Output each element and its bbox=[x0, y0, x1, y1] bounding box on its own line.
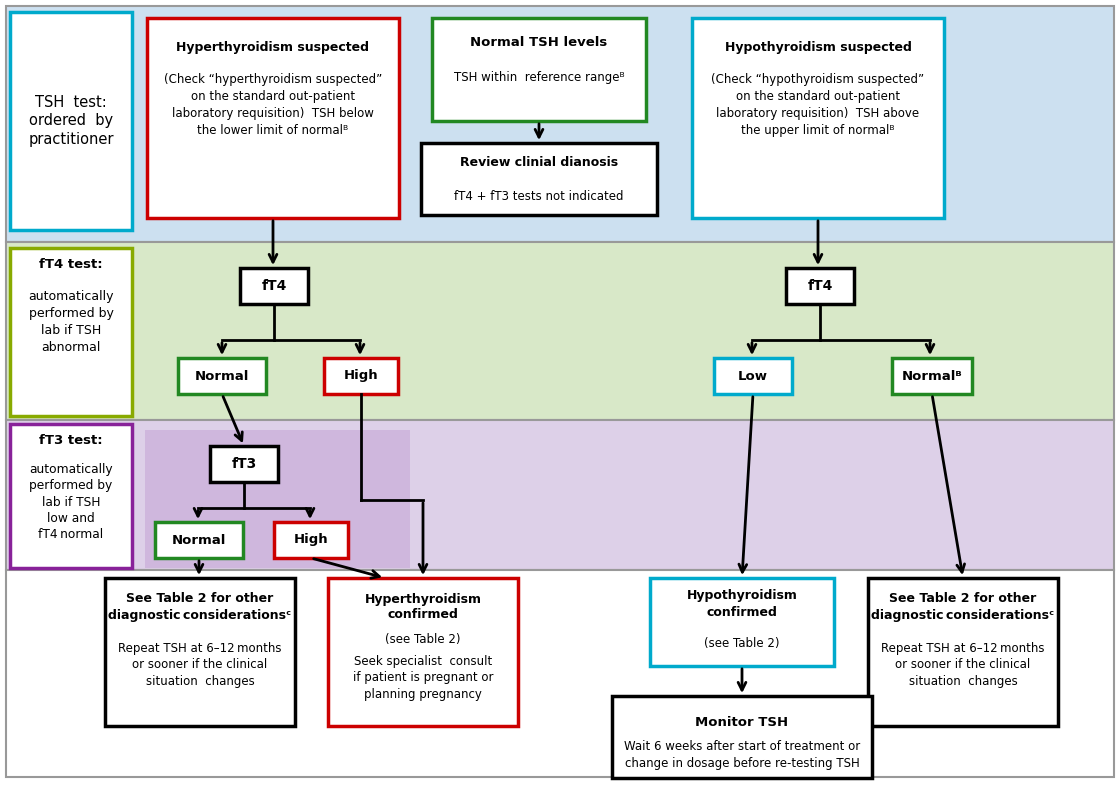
Text: Monitor TSH: Monitor TSH bbox=[696, 715, 788, 729]
Text: Wait 6 weeks after start of treatment or
change in dosage before re-testing TSH: Wait 6 weeks after start of treatment or… bbox=[624, 740, 860, 769]
Bar bbox=[432, 18, 646, 121]
Text: See Table 2 for other
diagnostic considerationsᶜ: See Table 2 for other diagnostic conside… bbox=[109, 593, 291, 622]
Text: Normal: Normal bbox=[171, 534, 226, 546]
Text: fT3 test:: fT3 test: bbox=[39, 434, 103, 446]
Text: Normal: Normal bbox=[195, 369, 249, 383]
Bar bbox=[10, 424, 132, 568]
Text: Hypothyroidism suspected: Hypothyroidism suspected bbox=[725, 42, 912, 54]
Bar bbox=[147, 18, 399, 218]
Text: automatically
performed by
lab if TSH
low and
fT4 normal: automatically performed by lab if TSH lo… bbox=[29, 464, 113, 541]
Text: automatically
performed by
lab if TSH
abnormal: automatically performed by lab if TSH ab… bbox=[28, 290, 114, 354]
Bar bbox=[328, 578, 517, 726]
Text: (Check “hypothyroidism suspected”
on the standard out-patient
laboratory requisi: (Check “hypothyroidism suspected” on the… bbox=[711, 73, 925, 137]
Text: Repeat TSH at 6–12 months
or sooner if the clinical
situation  changes: Repeat TSH at 6–12 months or sooner if t… bbox=[119, 642, 282, 688]
Text: Normalᴮ: Normalᴮ bbox=[902, 369, 962, 383]
Text: High: High bbox=[344, 369, 379, 383]
Text: TSH within  reference rangeᴮ: TSH within reference rangeᴮ bbox=[454, 72, 624, 85]
Text: Review clinial dianosis: Review clinial dianosis bbox=[460, 156, 618, 170]
Bar bbox=[892, 358, 972, 394]
Text: fT4 + fT3 tests not indicated: fT4 + fT3 tests not indicated bbox=[455, 190, 624, 204]
Text: Seek specialist  consult
if patient is pregnant or
planning pregnancy: Seek specialist consult if patient is pr… bbox=[353, 655, 493, 701]
Bar bbox=[715, 358, 792, 394]
Bar bbox=[144, 430, 410, 568]
Bar bbox=[6, 570, 1114, 777]
Bar bbox=[6, 420, 1114, 570]
Bar bbox=[10, 248, 132, 416]
Bar bbox=[612, 696, 872, 778]
Bar bbox=[324, 358, 398, 394]
Text: (Check “hyperthyroidism suspected”
on the standard out-patient
laboratory requis: (Check “hyperthyroidism suspected” on th… bbox=[164, 73, 382, 137]
Text: TSH  test:
ordered  by
practitioner: TSH test: ordered by practitioner bbox=[28, 95, 114, 147]
Bar bbox=[6, 6, 1114, 242]
Text: fT3: fT3 bbox=[232, 457, 256, 471]
Bar bbox=[211, 446, 278, 482]
Text: High: High bbox=[293, 534, 328, 546]
Text: (see Table 2): (see Table 2) bbox=[704, 637, 780, 651]
Text: Low: Low bbox=[738, 369, 768, 383]
Bar bbox=[650, 578, 834, 666]
Text: Hyperthyroidism suspected: Hyperthyroidism suspected bbox=[177, 42, 370, 54]
Bar bbox=[868, 578, 1058, 726]
Text: Repeat TSH at 6–12 months
or sooner if the clinical
situation  changes: Repeat TSH at 6–12 months or sooner if t… bbox=[881, 642, 1045, 688]
Bar bbox=[105, 578, 295, 726]
Bar bbox=[155, 522, 243, 558]
Text: fT4 test:: fT4 test: bbox=[39, 258, 103, 270]
Text: Hyperthyroidism
confirmed: Hyperthyroidism confirmed bbox=[364, 593, 482, 622]
Bar bbox=[421, 143, 657, 215]
Bar bbox=[786, 268, 853, 304]
Bar bbox=[6, 242, 1114, 420]
Text: (see Table 2): (see Table 2) bbox=[385, 634, 460, 647]
Bar bbox=[240, 268, 308, 304]
Bar bbox=[692, 18, 944, 218]
Text: fT4: fT4 bbox=[261, 279, 287, 293]
Bar bbox=[274, 522, 348, 558]
Text: Hypothyroidism
confirmed: Hypothyroidism confirmed bbox=[687, 590, 797, 619]
Text: See Table 2 for other
diagnostic considerationsᶜ: See Table 2 for other diagnostic conside… bbox=[871, 593, 1055, 622]
Bar bbox=[178, 358, 267, 394]
Text: Normal TSH levels: Normal TSH levels bbox=[470, 35, 608, 49]
Bar bbox=[10, 12, 132, 230]
Text: fT4: fT4 bbox=[808, 279, 832, 293]
